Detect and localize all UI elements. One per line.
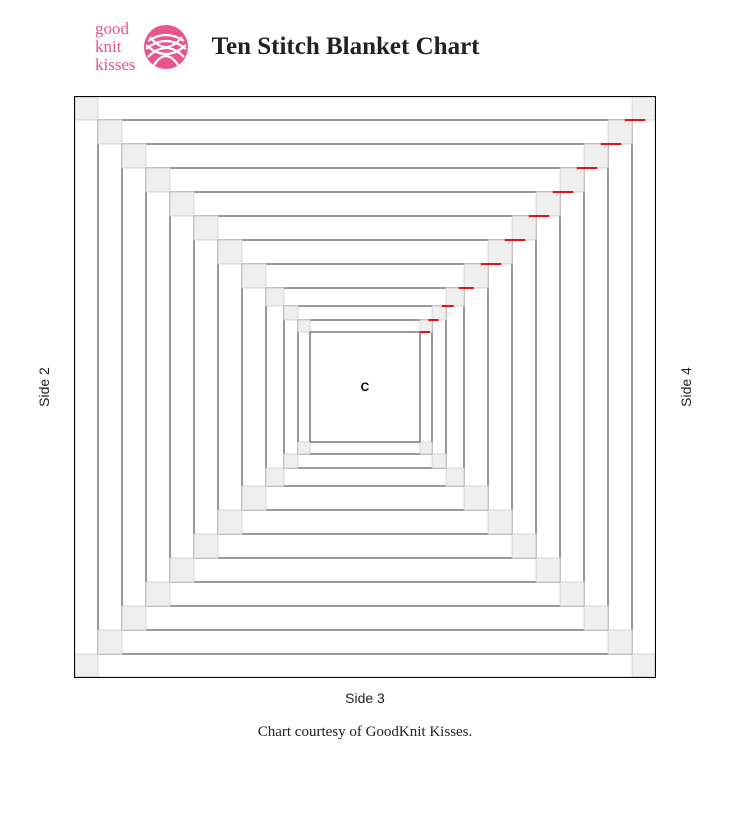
blanket-chart: C bbox=[74, 96, 656, 678]
yarn-ball-icon bbox=[142, 23, 190, 71]
logo-line1: good bbox=[95, 20, 136, 38]
side4-label: Side 4 bbox=[678, 367, 694, 407]
logo-line3: kisses bbox=[95, 56, 136, 74]
side3-label: Side 3 bbox=[345, 690, 385, 706]
svg-text:C: C bbox=[361, 380, 370, 394]
page-title: Ten Stitch Blanket Chart bbox=[212, 33, 480, 61]
chart-svg-holder: C bbox=[74, 96, 656, 678]
chart-container: Side 1 Side 2 Side 4 C Side 3 bbox=[54, 96, 676, 678]
logo: good knit kisses bbox=[95, 20, 190, 74]
header: good knit kisses Ten Stitch Blanket Char… bbox=[95, 20, 710, 74]
logo-text: good knit kisses bbox=[95, 20, 136, 74]
credit-text: Chart courtesy of GoodKnit Kisses. bbox=[20, 724, 710, 741]
logo-line2: knit bbox=[95, 38, 136, 56]
side2-label: Side 2 bbox=[36, 367, 52, 407]
